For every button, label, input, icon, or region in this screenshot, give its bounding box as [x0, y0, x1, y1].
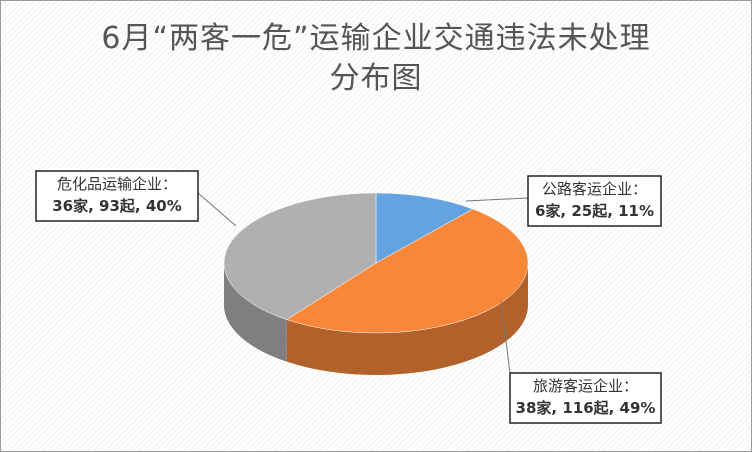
slice: [375, 192, 474, 264]
value-label: 38家, 116起, 49%: [516, 399, 656, 417]
label-box: [509, 372, 662, 424]
category-label: 危化品运输企业：: [57, 175, 177, 193]
label-box: [527, 175, 662, 227]
value-label: 36家, 93起, 40%: [52, 197, 182, 215]
slice: [223, 192, 377, 320]
chart-title: 6月“两客一危”运输企业交通违法未处理分布图: [101, 21, 651, 96]
label-box: [35, 170, 199, 222]
leader-line: [197, 192, 237, 227]
category-label: 公路客运企业：: [542, 180, 647, 198]
slice-side: [224, 263, 287, 362]
value-label: 6家, 25起, 11%: [535, 202, 654, 220]
slice: [286, 208, 529, 334]
leader-line: [465, 197, 529, 202]
slice-side: [286, 263, 528, 375]
leader-line: [500, 300, 511, 374]
category-label: 旅游客运企业：: [533, 377, 638, 395]
